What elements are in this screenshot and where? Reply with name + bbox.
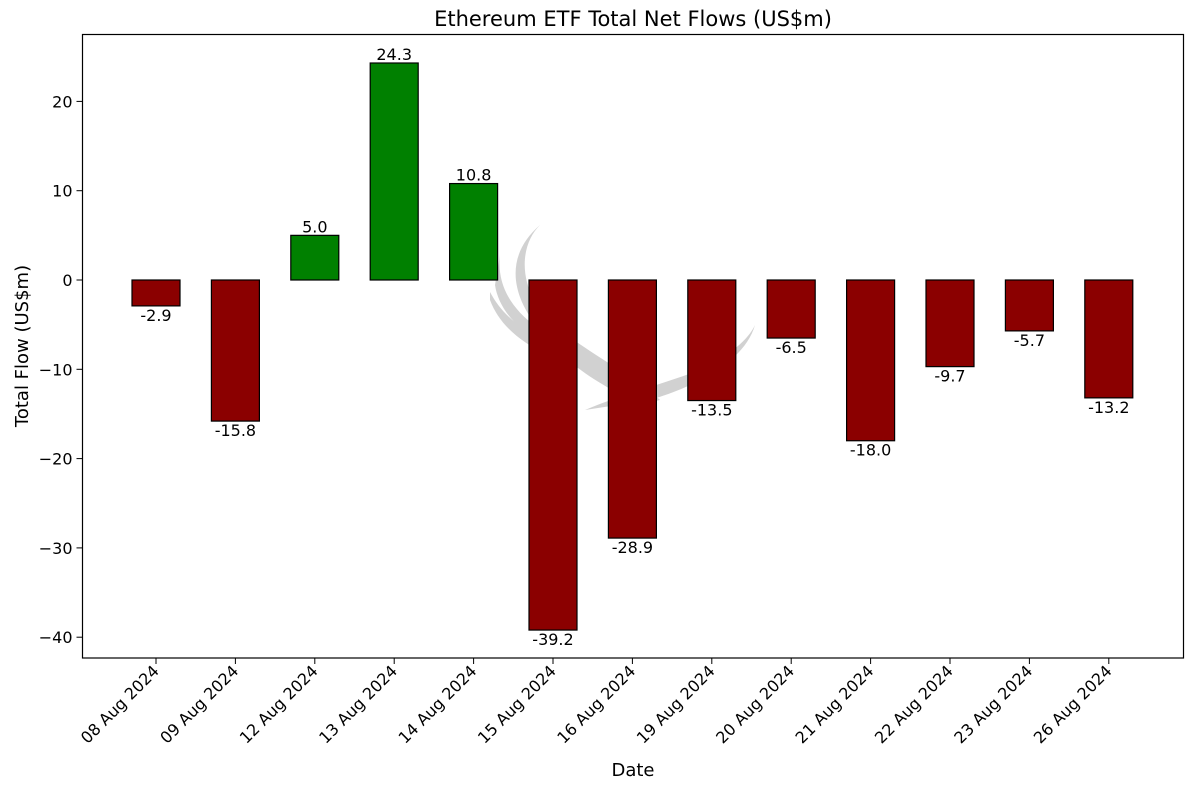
- x-tick-label: 19 Aug 2024: [633, 661, 719, 747]
- x-tick-label: 09 Aug 2024: [156, 661, 242, 747]
- bar: [607, 279, 658, 539]
- bar-value-label: -28.9: [612, 538, 653, 557]
- bar: [131, 279, 181, 307]
- bar-value-labels: -2.9 -15.8 5.0 24.3 10.8 -39.2 -28.9 -13.5 -6.5 -…: [140, 45, 1129, 649]
- bar: [925, 279, 975, 368]
- x-tick-label: 22 Aug 2024: [871, 661, 957, 747]
- y-tick-label: 10: [52, 182, 72, 201]
- y-axis-label: Total Flow (US$m): [12, 265, 33, 428]
- bar: [1004, 279, 1055, 332]
- axes-frame: [81, 33, 1185, 659]
- chart-title: Ethereum ETF Total Net Flows (US$m): [434, 7, 832, 31]
- bar-value-label: 10.8: [456, 166, 492, 185]
- x-tick-label: 15 Aug 2024: [474, 661, 560, 747]
- bar-value-label: 5.0: [302, 217, 327, 236]
- y-tick-label: −40: [39, 628, 73, 647]
- bar-value-label: 24.3: [376, 45, 412, 64]
- bar-value-label: -13.2: [1088, 398, 1129, 417]
- bar: [449, 182, 499, 281]
- y-tick-label: −10: [39, 360, 73, 379]
- x-tick-label: 14 Aug 2024: [395, 661, 481, 747]
- x-axis-label: Date: [611, 760, 654, 781]
- bar-value-label: -6.5: [776, 338, 807, 357]
- bar: [1084, 279, 1134, 399]
- y-tick-label: −30: [39, 539, 73, 558]
- y-tick-label: −20: [39, 450, 73, 469]
- bar: [687, 279, 737, 402]
- bar-value-label: -18.0: [850, 441, 891, 460]
- x-tick-label: 23 Aug 2024: [950, 661, 1036, 747]
- x-tick-label: 21 Aug 2024: [792, 661, 878, 747]
- bar-value-label: -15.8: [215, 421, 256, 440]
- bar: [528, 279, 578, 631]
- bar-value-label: -39.2: [532, 630, 573, 649]
- bar: [845, 279, 896, 442]
- bar: [290, 234, 340, 281]
- bar: [369, 62, 419, 281]
- y-tick-label: 20: [52, 92, 72, 111]
- bar-value-label: -2.9: [140, 306, 171, 325]
- y-axis-ticks: 20 10 0 −10 −20 −30 −40: [39, 92, 83, 647]
- x-tick-label: 12 Aug 2024: [236, 661, 322, 747]
- bar-value-label: -9.7: [934, 367, 965, 386]
- bars-group: [131, 62, 1134, 631]
- y-tick-label: 0: [62, 271, 72, 290]
- bar: [766, 279, 816, 339]
- bar-value-label: -5.7: [1014, 331, 1045, 350]
- x-tick-label: 20 Aug 2024: [712, 661, 798, 747]
- x-tick-label: 08 Aug 2024: [77, 661, 163, 747]
- x-tick-label: 13 Aug 2024: [315, 661, 401, 747]
- x-tick-label: 16 Aug 2024: [553, 661, 639, 747]
- x-tick-label: 26 Aug 2024: [1030, 661, 1116, 747]
- bar: [210, 279, 260, 422]
- bar-value-label: -13.5: [691, 401, 732, 420]
